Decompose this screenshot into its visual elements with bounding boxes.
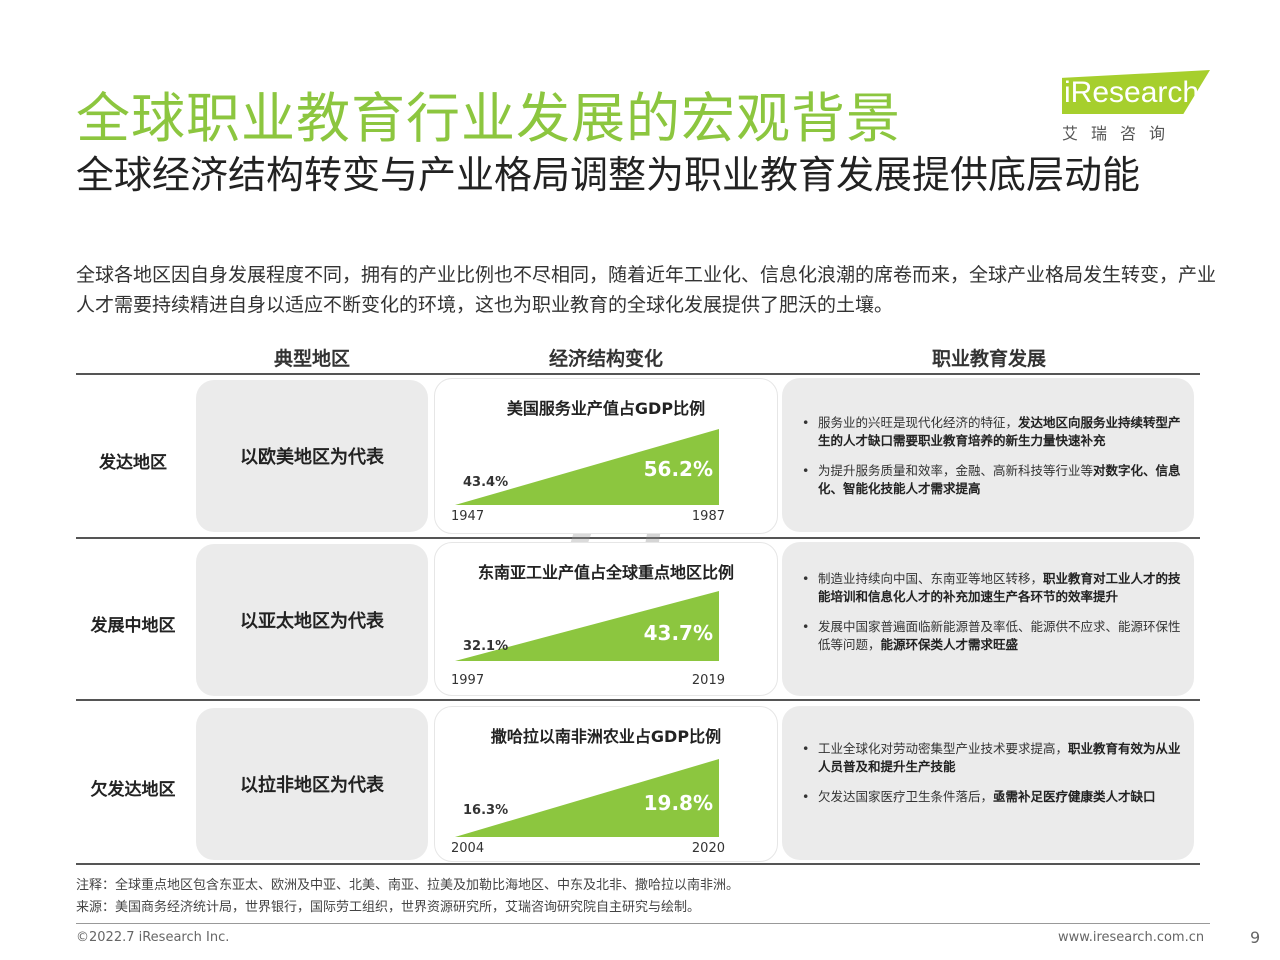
logo-banner: [1062, 70, 1210, 114]
bullet-item: 工业全球化对劳动密集型产业技术要求提高，职业教育有效为从业人员普及和提升生产技能: [802, 740, 1186, 776]
row-label-underdeveloped: 欠发达地区: [90, 780, 176, 800]
intro-paragraph: 全球各地区因自身发展程度不同，拥有的产业比例也不尽相同，随着近年工业化、信息化浪…: [76, 264, 1217, 316]
start-value: 16.3%: [463, 803, 509, 818]
end-value: 56.2%: [643, 457, 713, 481]
table-divider: [76, 537, 1200, 539]
representative-text: 以拉非地区为代表: [240, 775, 384, 796]
table-divider: [76, 699, 1200, 701]
growth-wedge: [455, 591, 719, 661]
representative-text: 以亚太地区为代表: [240, 611, 384, 632]
chart-title: 撒哈拉以南非洲农业占GDP比例: [490, 727, 722, 746]
source-note: 来源：美国商务经济统计局，世界银行，国际劳工组织，世界资源研究所，艾瑞咨询研究院…: [76, 900, 701, 915]
page-number: 9: [1250, 928, 1261, 947]
start-year: 1997: [451, 673, 485, 688]
page-subtitle: 全球经济结构转变与产业格局调整为职业教育发展提供底层动能: [76, 153, 1141, 197]
bullet-item: 制造业持续向中国、东南亚等地区转移，职业教育对工业人才的技能培训和信息化人才的补…: [802, 570, 1186, 606]
end-value: 19.8%: [643, 791, 713, 815]
growth-wedge: [455, 759, 719, 837]
bullet-item: 欠发达国家医疗卫生条件落后，亟需补足医疗健康类人才缺口: [802, 788, 1186, 806]
table-divider: [76, 863, 1200, 865]
start-value: 43.4%: [463, 475, 509, 490]
copyright: ©2022.7 iResearch Inc.: [76, 930, 230, 945]
bullet-item: 为提升服务质量和效率，金融、高新科技等行业等对数字化、信息化、智能化技能人才需求…: [802, 462, 1186, 498]
end-year: 1987: [691, 509, 725, 524]
start-year: 1947: [451, 509, 485, 524]
header-education: 职业教育发展: [931, 348, 1046, 370]
end-year: 2020: [691, 841, 725, 856]
education-cell: 服务业的兴旺是现代化经济的特征，发达地区向服务业持续转型产生的人才缺口需要职业教…: [782, 378, 1194, 532]
end-year: 2019: [691, 673, 725, 688]
representative-cell: 以拉非地区为代表: [196, 708, 428, 860]
iresearch-logo: iResearch 艾瑞咨询: [1058, 66, 1214, 144]
logo-chinese: 艾瑞咨询: [1062, 124, 1179, 143]
logo-brand: iResearch: [1064, 76, 1200, 109]
header-economy: 经济结构变化: [548, 348, 663, 370]
growth-wedge: [455, 429, 719, 505]
table-divider: [76, 373, 1200, 375]
representative-cell: 以亚太地区为代表: [196, 544, 428, 696]
economy-chart: 东南亚工业产值占全球重点地区比例 32.1% 43.7% 1997 2019: [434, 542, 778, 696]
start-year: 2004: [451, 841, 485, 856]
footnote: 注释：全球重点地区包含东亚太、欧洲及中亚、北美、南亚、拉美及加勒比海地区、中东及…: [76, 878, 740, 893]
education-cell: 制造业持续向中国、东南亚等地区转移，职业教育对工业人才的技能培训和信息化人才的补…: [782, 542, 1194, 696]
bullet-item: 发展中国家普遍面临新能源普及率低、能源供不应求、能源环保性低等问题，能源环保类人…: [802, 618, 1186, 654]
chart-title: 美国服务业产值占GDP比例: [506, 399, 706, 418]
row-label-developing: 发展中地区: [90, 616, 176, 636]
end-value: 43.7%: [643, 621, 713, 645]
website-link[interactable]: www.iresearch.com.cn: [1058, 930, 1205, 945]
representative-text: 以欧美地区为代表: [240, 447, 384, 468]
representative-cell: 以欧美地区为代表: [196, 380, 428, 532]
row-label-developed: 发达地区: [99, 453, 167, 473]
economy-chart: 美国服务业产值占GDP比例 43.4% 56.2% 1947 1987: [434, 378, 778, 534]
education-cell: 工业全球化对劳动密集型产业技术要求提高，职业教育有效为从业人员普及和提升生产技能…: [782, 706, 1194, 860]
economy-chart: 撒哈拉以南非洲农业占GDP比例 16.3% 19.8% 2004 2020: [434, 706, 778, 862]
header-region: 典型地区: [273, 348, 350, 370]
footer-divider: [76, 923, 1210, 924]
page-title: 全球职业教育行业发展的宏观背景: [76, 87, 901, 150]
start-value: 32.1%: [463, 639, 509, 654]
bullet-item: 服务业的兴旺是现代化经济的特征，发达地区向服务业持续转型产生的人才缺口需要职业教…: [802, 414, 1186, 450]
chart-title: 东南亚工业产值占全球重点地区比例: [477, 563, 734, 582]
